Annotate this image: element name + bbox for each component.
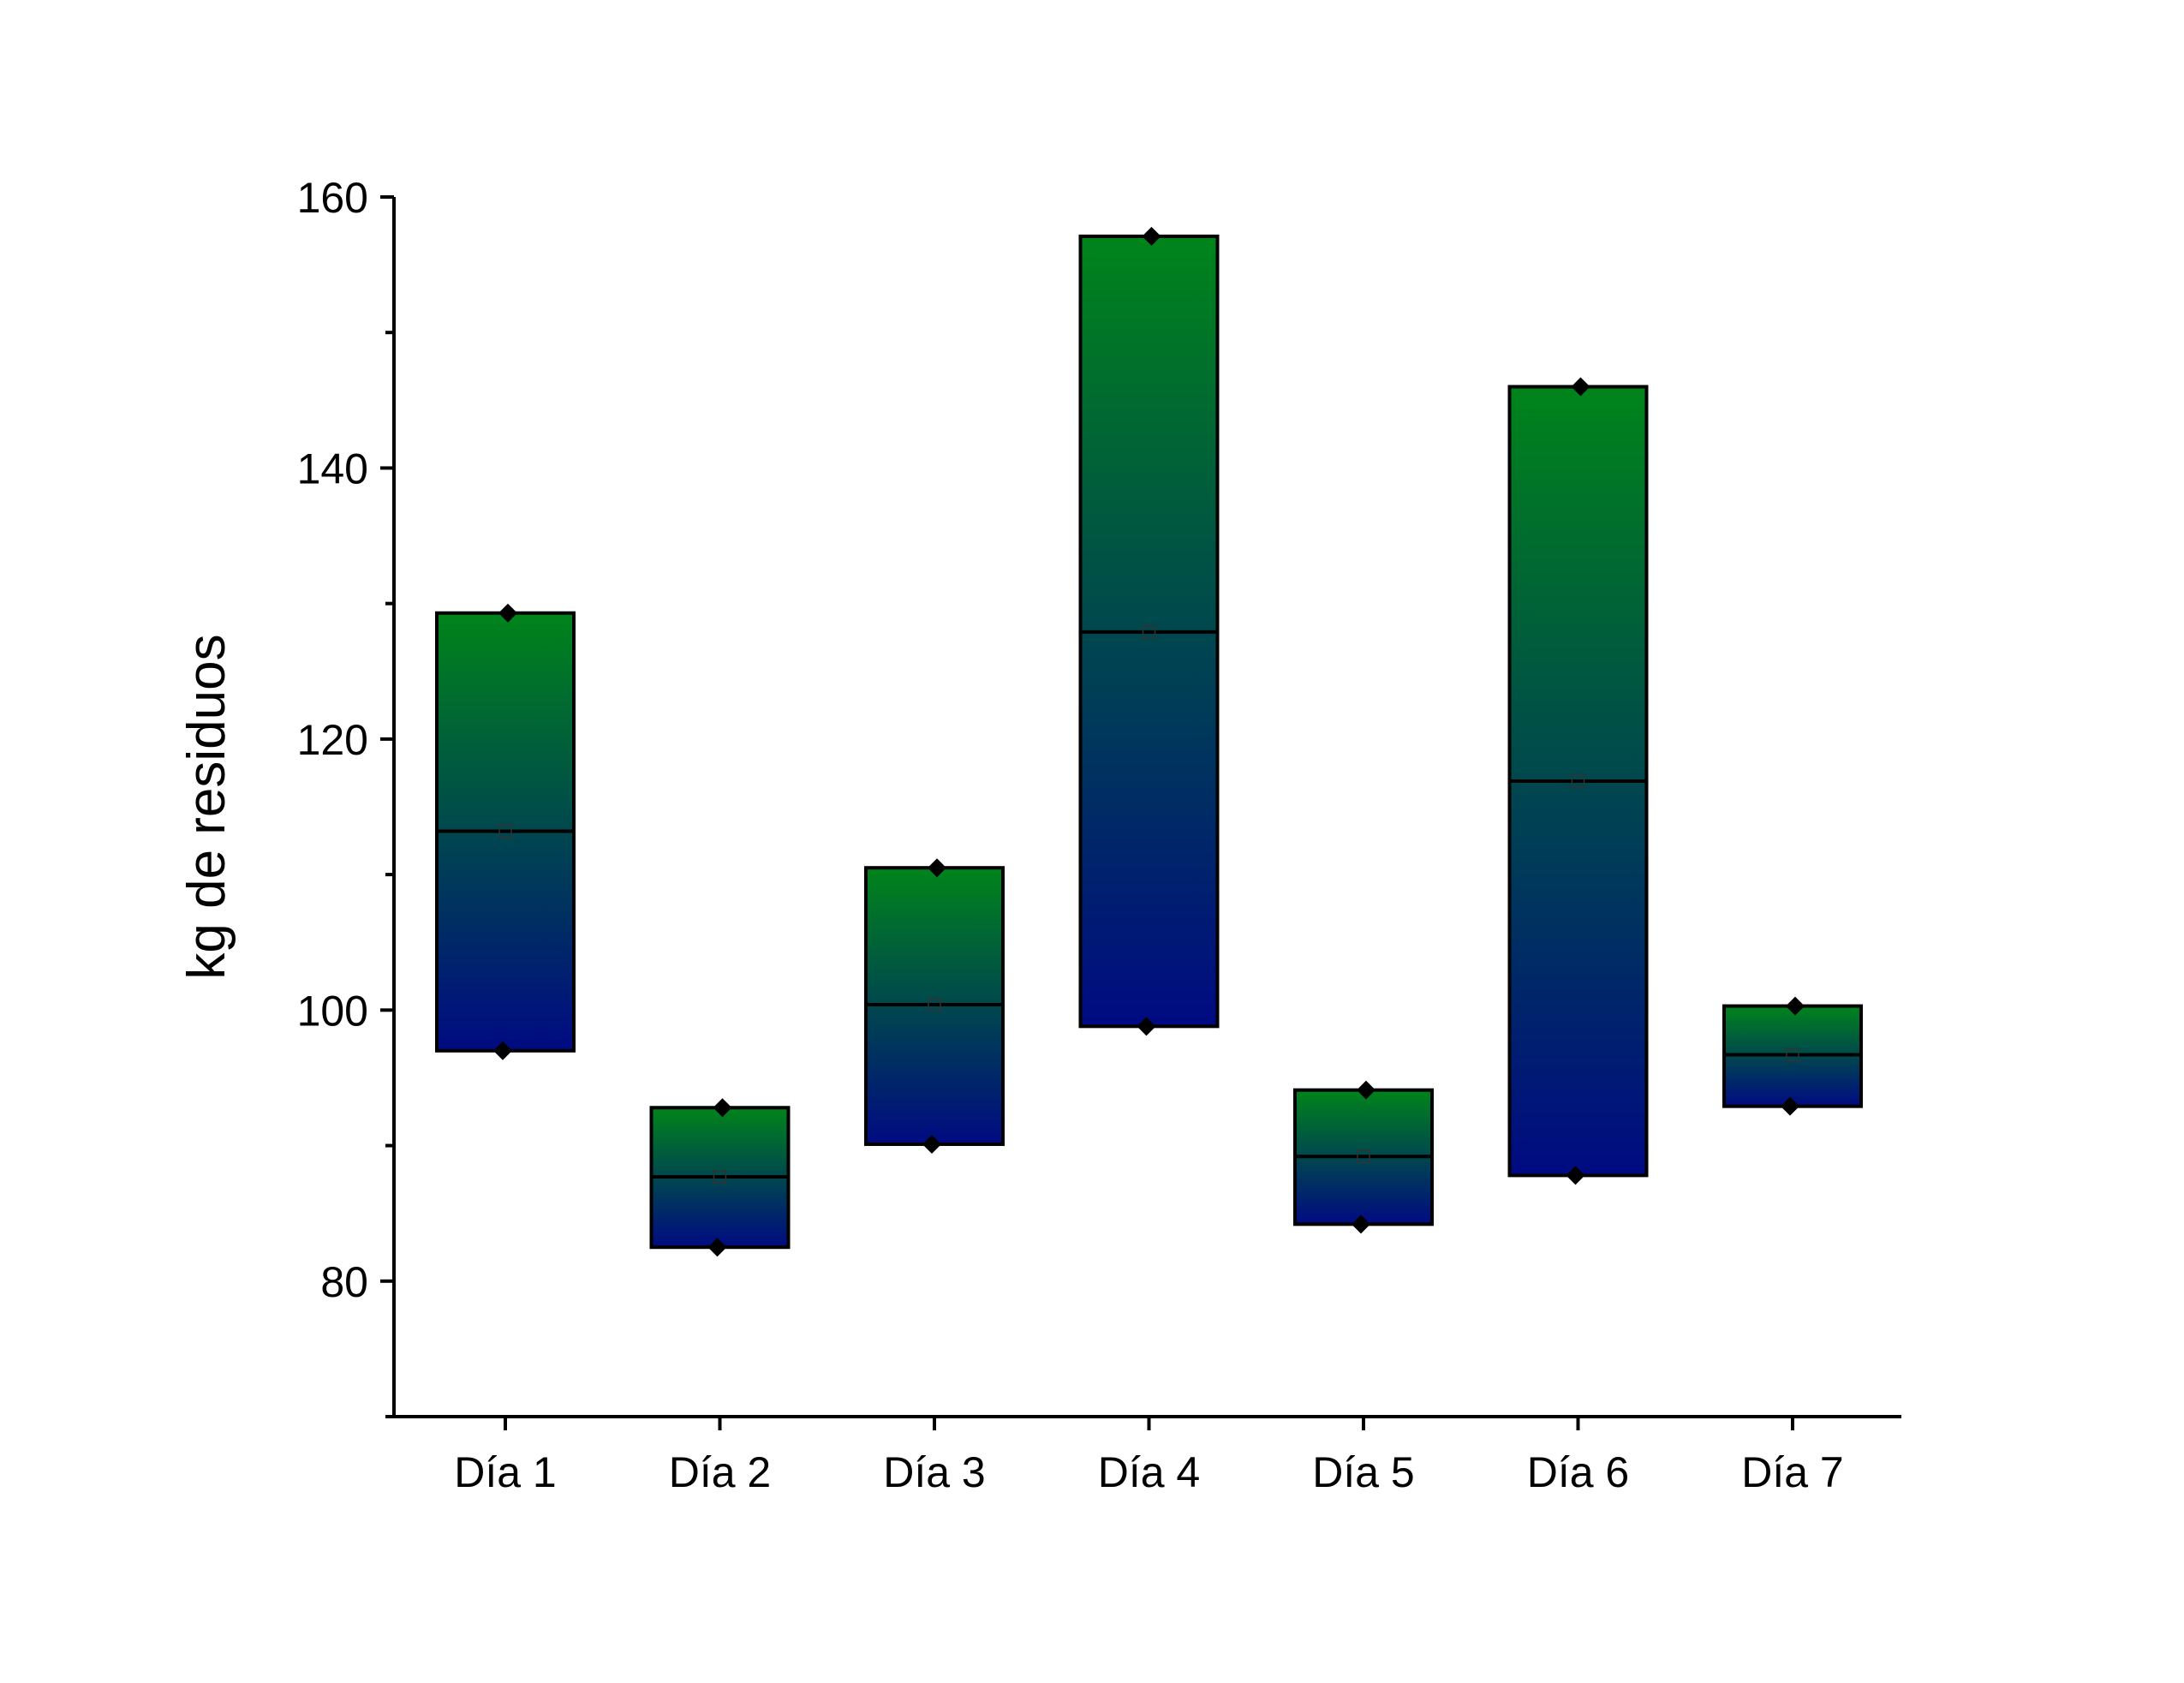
x-tick-label: Día 7 bbox=[1741, 1448, 1844, 1496]
y-tick-label: 140 bbox=[297, 445, 368, 492]
y-tick-label: 120 bbox=[297, 716, 368, 764]
y-tick-label: 80 bbox=[320, 1258, 368, 1306]
max-marker bbox=[1786, 996, 1805, 1016]
max-marker bbox=[713, 1098, 732, 1118]
box-group bbox=[1293, 1080, 1434, 1234]
x-tick-label: Día 4 bbox=[1098, 1448, 1201, 1496]
box-group bbox=[435, 603, 576, 1060]
min-marker bbox=[707, 1238, 727, 1257]
max-marker bbox=[928, 858, 946, 878]
mean-marker bbox=[1142, 625, 1156, 639]
box-group bbox=[1507, 377, 1649, 1185]
boxes-layer bbox=[435, 226, 1863, 1257]
min-marker bbox=[1137, 1017, 1156, 1036]
y-axis-title: kg de residuos bbox=[177, 634, 236, 979]
min-marker bbox=[922, 1134, 941, 1154]
mean-marker bbox=[713, 1170, 727, 1184]
x-tick-label: Día 5 bbox=[1312, 1448, 1415, 1496]
max-marker bbox=[1357, 1080, 1375, 1100]
y-tick-label: 100 bbox=[297, 987, 368, 1035]
mean-marker bbox=[1571, 774, 1585, 788]
mean-marker bbox=[498, 824, 512, 839]
max-marker bbox=[1571, 377, 1590, 397]
box-group bbox=[1722, 996, 1863, 1116]
box-group bbox=[864, 858, 1005, 1154]
x-tick-label: Día 3 bbox=[883, 1448, 986, 1496]
mean-marker bbox=[1357, 1149, 1370, 1163]
min-marker bbox=[1352, 1215, 1370, 1234]
x-tick-label: Día 1 bbox=[454, 1448, 557, 1496]
box-group bbox=[1078, 226, 1220, 1036]
box-group bbox=[649, 1098, 791, 1257]
mean-marker bbox=[928, 998, 941, 1012]
ticks-layer: 80 100 120 140 160 Día 1 Día 2 Día 3 Día 4 Día 5 D… bbox=[297, 174, 1844, 1496]
mean-marker bbox=[1786, 1047, 1799, 1062]
x-tick-label: Día 6 bbox=[1527, 1448, 1630, 1496]
max-marker bbox=[1142, 226, 1161, 246]
y-tick-label: 160 bbox=[297, 174, 368, 222]
max-marker bbox=[498, 603, 517, 623]
min-marker bbox=[1566, 1166, 1585, 1185]
min-marker bbox=[1781, 1096, 1799, 1116]
min-marker bbox=[493, 1041, 512, 1060]
x-tick-label: Día 2 bbox=[669, 1448, 772, 1496]
